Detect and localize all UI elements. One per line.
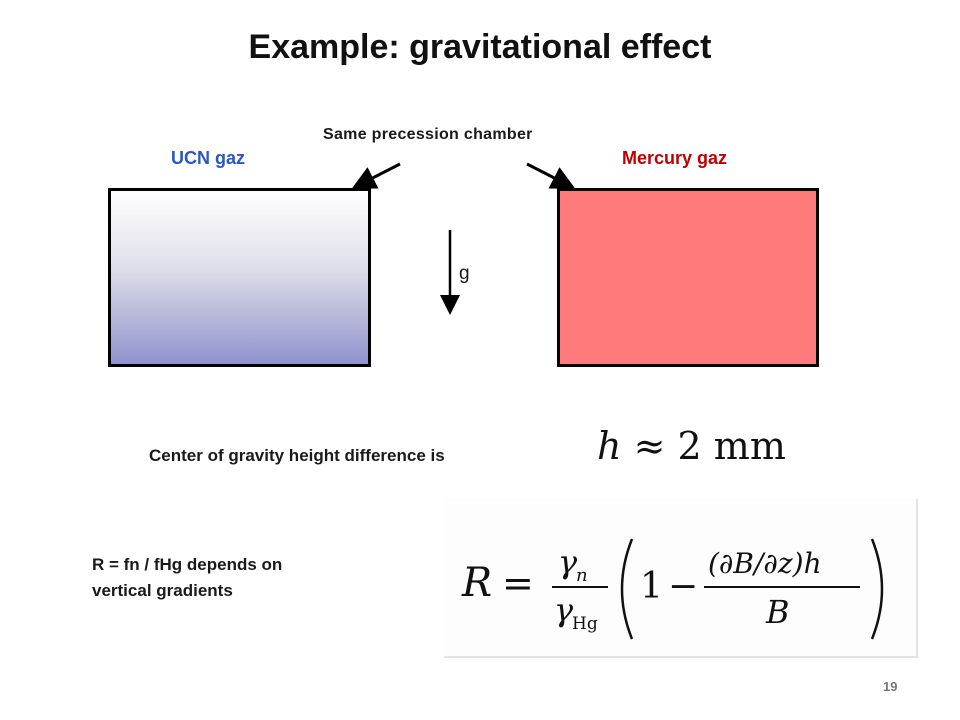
ucn-gas-label: UCN gaz [171, 148, 246, 168]
ratio-equation-panel: R = γ n γ Hg 1 − (∂B/∂z)h B [444, 499, 918, 658]
gamma-n: γ [558, 543, 578, 581]
r-lhs: R [461, 560, 492, 606]
approx-symbol: ≈ [633, 424, 666, 468]
h-symbol: h [597, 424, 622, 468]
ratio-description-line2: vertical gradients [92, 581, 233, 600]
slide-title: Example: gravitational effect [248, 28, 712, 66]
left-paren [620, 538, 634, 640]
cog-difference-text: Center of gravity height difference is [149, 446, 445, 465]
ratio-description-line1: R = fn / fHg depends on [92, 555, 283, 574]
h-equation: h ≈ 2 mm [597, 424, 786, 468]
ratio-equation: R = γ n γ Hg 1 − (∂B/∂z)h B [461, 538, 884, 640]
gamma-hg: γ [554, 591, 574, 629]
gravity-label: g [459, 263, 470, 284]
page-number: 19 [883, 679, 898, 694]
ratio-description: R = fn / fHg depends on vertical gradien… [92, 552, 282, 604]
h-unit: mm [713, 424, 786, 468]
gradient-denominator: B [765, 593, 790, 631]
mercury-chamber-box [557, 188, 819, 367]
ucn-chamber-box [108, 188, 371, 367]
mercury-gas-label: Mercury gaz [622, 148, 728, 168]
chamber-label: Same precession chamber [323, 126, 533, 143]
minus: − [668, 566, 698, 607]
gamma-hg-sub: Hg [572, 614, 598, 634]
right-paren [870, 538, 884, 640]
one: 1 [640, 566, 663, 607]
pointer-arrow-right [526, 162, 576, 189]
pointer-arrow-left [351, 162, 401, 189]
h-value: 2 [677, 424, 702, 468]
gamma-n-sub: n [576, 565, 588, 586]
gradient-numerator: (∂B/∂z)h [708, 547, 822, 580]
r-equals: = [502, 561, 534, 605]
